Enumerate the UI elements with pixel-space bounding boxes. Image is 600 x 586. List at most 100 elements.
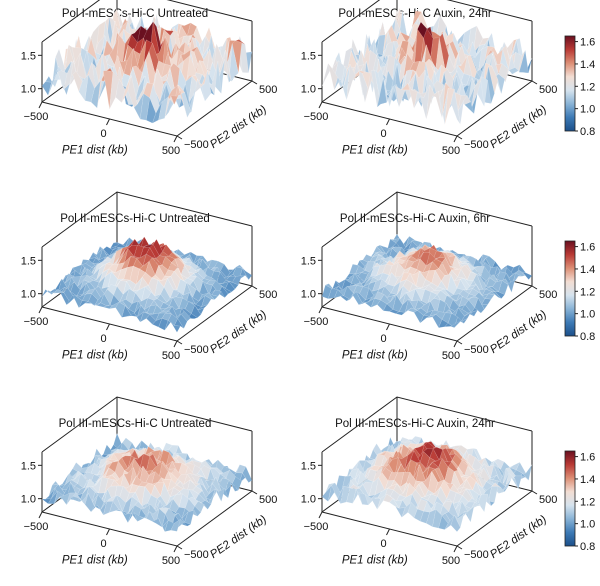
panel-title: Pol III-mESCs-Hi-C Untreated <box>59 418 212 430</box>
colorbar-tick-label: 1.2 <box>580 81 595 93</box>
y-tick-mark <box>531 80 538 85</box>
y-tick-mark <box>176 545 183 550</box>
x-axis-label: PE1 dist (kb) <box>62 554 128 566</box>
y-tick-mark <box>251 490 258 495</box>
y-tick-mark <box>456 135 463 140</box>
z-tick-label: 1.5 <box>21 255 36 267</box>
y-tick-label: 500 <box>259 494 277 506</box>
x-axis-label: PE1 dist (kb) <box>62 144 128 156</box>
y-tick-mark <box>531 285 538 290</box>
colorbar-gradient <box>564 240 576 337</box>
colorbar-tick-label: 1.0 <box>580 309 595 321</box>
box-edges <box>41 191 253 307</box>
colorbar-gradient <box>564 35 576 132</box>
surface-cell <box>488 486 499 503</box>
y-axis-label: PE2 dist (kb) <box>488 308 549 356</box>
surface-cell <box>232 476 242 491</box>
x-tick-label: −500 <box>304 111 329 123</box>
x-axis-label: PE1 dist (kb) <box>342 144 408 156</box>
x-tick-label: 0 <box>380 128 386 140</box>
x-tick-mark <box>318 306 323 314</box>
y-tick-mark <box>456 545 463 550</box>
colorbar-tick-label: 0.8 <box>580 331 595 343</box>
y-tick-mark <box>251 285 258 290</box>
x-tick-label: 500 <box>442 555 460 567</box>
colorbar-tick-label: 0.8 <box>580 126 595 138</box>
x-tick-mark <box>318 511 323 519</box>
colorbar-tick-label: 1.4 <box>580 474 595 486</box>
surface-cell <box>491 482 502 489</box>
z-tick-label: 1.5 <box>21 460 36 472</box>
x-axis-label: PE1 dist (kb) <box>62 349 128 361</box>
y-tick-label: 500 <box>539 494 557 506</box>
x-tick-label: 500 <box>442 350 460 362</box>
surface-cell <box>471 80 482 109</box>
z-tick-label: 1.5 <box>21 50 36 62</box>
surface-cell <box>170 321 181 333</box>
surface-cell <box>187 313 198 319</box>
surface-cell <box>460 511 471 523</box>
surface-panel-2: Pol I-mESCs-Hi-C Auxin, 24hr1.01.5−50005… <box>301 0 557 157</box>
panel-title: Pol II-mESCs-Hi-C Untreated <box>60 213 210 225</box>
y-tick-label: −500 <box>184 344 209 356</box>
surface-cell <box>460 312 472 323</box>
surface-cell <box>221 286 232 295</box>
x-tick-mark <box>386 528 390 536</box>
x-tick-mark <box>386 118 390 126</box>
surface-cell <box>481 298 492 305</box>
y-tick-mark <box>251 80 258 85</box>
x-tick-label: 500 <box>162 350 180 362</box>
x-tick-mark <box>318 101 323 109</box>
y-tick-label: −500 <box>464 549 489 561</box>
surface-cell <box>450 89 461 125</box>
surface-cell <box>477 493 488 513</box>
z-tick-label: 1.0 <box>301 289 316 301</box>
x-tick-mark <box>173 135 178 143</box>
x-tick-mark <box>453 340 458 348</box>
surface-cell <box>170 90 181 105</box>
y-tick-label: 500 <box>539 84 557 96</box>
x-tick-mark <box>453 135 458 143</box>
x-tick-label: −500 <box>304 521 329 533</box>
x-tick-label: −500 <box>24 316 49 328</box>
x-tick-mark <box>38 511 43 519</box>
colorbar-gradient <box>564 450 576 547</box>
x-tick-mark <box>173 545 178 553</box>
surface-panel-6: Pol III-mESCs-Hi-C Auxin, 24hr 1.0 1.5 −500… <box>301 396 557 567</box>
panel-title: Pol III-mESCs-Hi-C Auxin, 24hr <box>335 418 495 430</box>
colorbar-3: 0.8 1.0 1.2 1.4 1.6 <box>564 450 595 553</box>
y-axis-label: PE2 dist (kb) <box>488 103 549 151</box>
y-axis-label: PE2 dist (kb) <box>208 308 269 356</box>
surface-cell <box>450 321 461 328</box>
surface-cell <box>450 514 461 532</box>
surface-cell <box>170 518 181 532</box>
surface-cell <box>505 54 516 83</box>
surface-cell <box>41 289 52 297</box>
colorbar-tick-label: 1.4 <box>580 59 595 71</box>
surface-cell <box>487 291 499 298</box>
y-tick-mark <box>176 135 183 140</box>
x-axis-label: PE1 dist (kb) <box>342 554 408 566</box>
x-tick-label: 0 <box>100 333 106 345</box>
surface-panel-4: Pol II-mESCs-Hi-C Auxin, 6hr 1.0 1.5 −500 0 5… <box>301 191 557 362</box>
surface-panel-5: Pol III-mESCs-Hi-C Untreated 1.0 1.5 −500 0 5… <box>21 396 277 567</box>
surface-mesh <box>321 436 533 532</box>
y-tick-mark <box>531 490 538 495</box>
x-tick-mark <box>386 323 390 331</box>
surface-mesh <box>321 8 533 125</box>
surface-panel-3: Pol II-mESCs-Hi-C Untreated 1.0 1.5 −500 0 50… <box>21 191 277 362</box>
y-tick-label: 500 <box>259 289 277 301</box>
y-tick-label: −500 <box>184 549 209 561</box>
surface-cell <box>208 292 219 300</box>
z-tick-label: 1.0 <box>301 84 316 96</box>
x-tick-mark <box>453 545 458 553</box>
box-edges <box>41 396 253 512</box>
box-edges <box>321 191 533 307</box>
surface-cell <box>470 307 481 314</box>
x-axis-label: PE1 dist (kb) <box>342 349 408 361</box>
x-tick-label: 0 <box>100 128 106 140</box>
y-tick-label: 500 <box>539 289 557 301</box>
x-tick-mark <box>106 323 110 331</box>
z-tick-label: 1.5 <box>301 255 316 267</box>
